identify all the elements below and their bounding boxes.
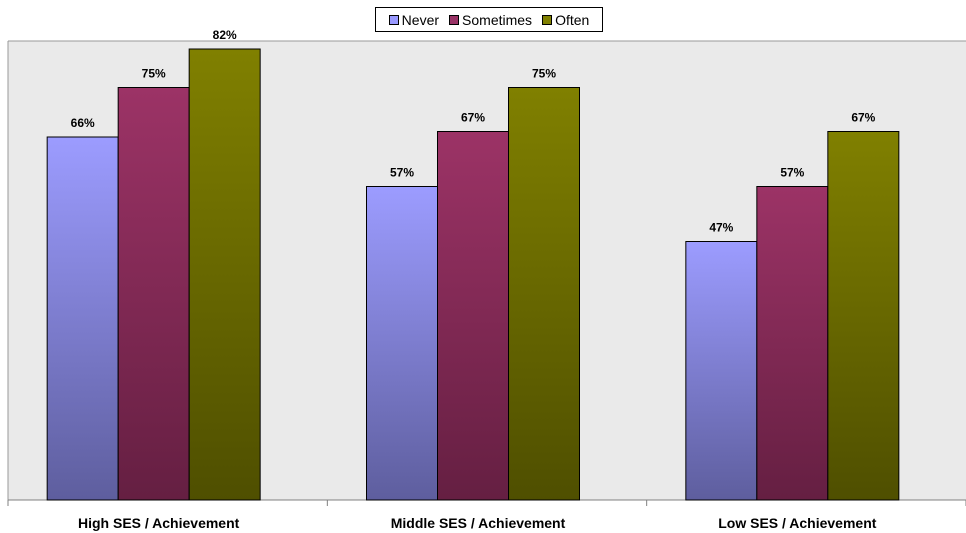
legend-item-often: Often bbox=[542, 12, 589, 28]
bar-often-2 bbox=[827, 131, 900, 501]
data-label: 82% bbox=[213, 28, 237, 42]
data-label: 47% bbox=[709, 221, 733, 235]
data-label: 66% bbox=[71, 116, 95, 130]
bar-sometimes-0 bbox=[117, 87, 190, 501]
legend-item-never: Never bbox=[388, 11, 440, 28]
bar-often-0 bbox=[188, 48, 261, 501]
data-label: 67% bbox=[461, 111, 485, 125]
data-label: 75% bbox=[532, 67, 556, 81]
bar-sometimes-2 bbox=[756, 186, 829, 501]
category-label: High SES / Achievement bbox=[78, 515, 240, 531]
legend-swatch-sometimes bbox=[449, 14, 460, 25]
legend-label-often: Often bbox=[555, 11, 590, 28]
legend: Never Sometimes Often bbox=[375, 7, 603, 32]
bar-never-1 bbox=[366, 186, 438, 501]
bar-sometimes-1 bbox=[437, 131, 509, 501]
legend-label-sometimes: Sometimes bbox=[462, 11, 533, 28]
bar-often-1 bbox=[508, 87, 580, 501]
data-label: 57% bbox=[780, 166, 804, 180]
data-label: 67% bbox=[851, 111, 875, 125]
legend-label-never: Never bbox=[401, 11, 440, 28]
data-label: 75% bbox=[142, 67, 166, 81]
bar-never-0 bbox=[46, 136, 119, 501]
legend-swatch-never bbox=[388, 14, 399, 25]
legend-item-sometimes: Sometimes bbox=[449, 12, 532, 28]
bar-never-2 bbox=[685, 241, 758, 501]
data-label: 57% bbox=[390, 166, 414, 180]
legend-swatch-often bbox=[542, 14, 553, 25]
category-label: Low SES / Achievement bbox=[718, 515, 877, 531]
category-label: Middle SES / Achievement bbox=[391, 515, 566, 531]
